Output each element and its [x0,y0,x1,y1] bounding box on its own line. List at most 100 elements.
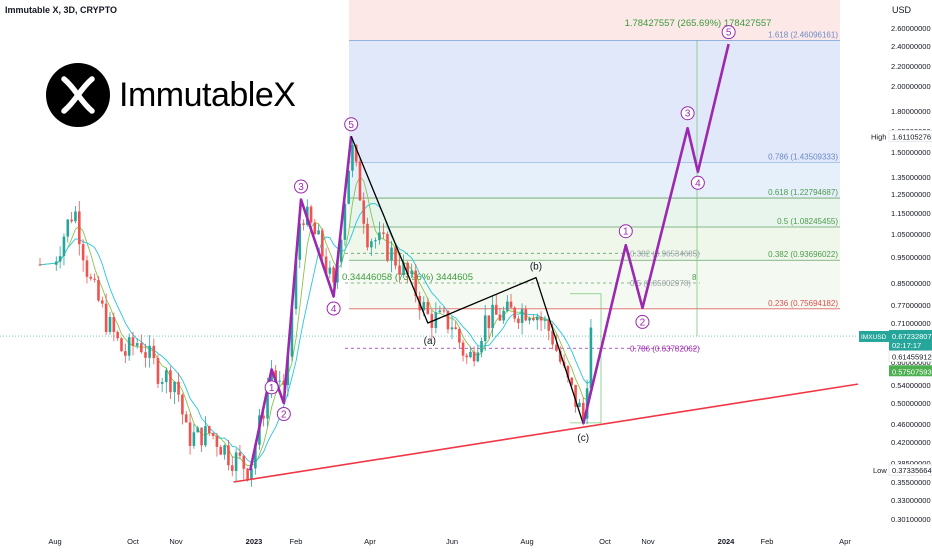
fib-ret-label: 0.786 (0.63782062) [630,344,700,353]
price-tick-label: 0.50000000 [891,399,931,408]
candle-body [581,402,585,419]
candle-body [517,318,520,323]
candle-body [38,264,42,266]
price-tick-label: 1.25000000 [891,190,931,199]
logo-wordmark: ImmutableX [119,75,296,114]
candle-body [192,432,196,446]
candle-body [204,426,207,446]
candle-body [207,426,211,434]
price-tick-label: 0.71000000 [891,319,931,328]
candles [38,140,593,487]
candle-body [378,232,381,241]
candle-body [502,310,505,321]
price-axis[interactable]: 2.60000000 2.40000000 2.20000000 2.00000000… [858,0,932,550]
symbol-tag-label: IMXUSD [861,334,887,341]
time-tick-label: Nov [641,537,655,546]
candle-body [317,230,320,235]
measure-label-bounce-tail: 8 [692,273,697,282]
candle-body [127,337,131,356]
candle-body [62,236,66,257]
candle-body [160,382,164,384]
wave-label-1: 1 [269,383,275,394]
candle-body [332,267,335,283]
time-tick-label: 2024 [718,537,736,546]
candle-body [547,319,551,331]
price-axis-background [858,0,932,550]
candle-body [188,422,192,446]
wave-label-a: (a) [424,336,436,347]
candle-body [370,241,373,248]
candle-body [509,301,513,308]
time-tick-label: Oct [127,537,140,546]
price-tick-label: 1.05000000 [891,230,931,239]
candle-body [135,343,139,346]
price-tick-label: 0.54000000 [891,381,931,390]
candle-body [406,262,409,275]
proj-wave-label-4-circle [690,175,705,190]
ma2-value: 0.57507593 [892,367,932,376]
price-tick-label: 0.33000000 [891,496,931,505]
candle-body [366,223,369,248]
wave-label-4: 4 [331,304,337,315]
candle-body [454,327,457,330]
candle-body [483,315,487,342]
candle-body [461,342,465,356]
price-tick-label: 0.60000000 [891,358,931,367]
time-tick-label: Nov [169,537,183,546]
elliott-waves [233,43,866,483]
fib-ext-label: 0.236 (0.75694182) [768,299,838,308]
candle-body [77,211,81,245]
candle-body [211,433,215,436]
price-tick-label: 0.95000000 [891,253,931,262]
candle-body [438,310,442,313]
candle-body [144,352,147,358]
candle-body [551,330,554,345]
candle-body [394,247,397,266]
candle-body [250,468,253,480]
time-tick-label: Aug [48,537,61,546]
candle-body [472,351,476,362]
candle-body [286,356,290,386]
candle-body [196,427,200,433]
x-logo-glyph [61,76,95,114]
candle-body [313,222,317,235]
measure-label-projection: 1.78427557 (265.69%) 178427557 [625,18,772,29]
candle-body [491,304,494,329]
proj-wave-label-3: 3 [685,109,691,120]
wave-label-5-circle [344,117,359,132]
candle-body [402,262,405,275]
price-tick-label: 0.85000000 [891,279,931,288]
candle-body [309,206,313,223]
candle-body [298,223,302,260]
fib-levels: 1.618 (2.46096161) 0.786 (1.43509333) 0.61… [0,18,858,424]
last-price-box [889,329,932,351]
candle-body [422,302,426,311]
candle-body [450,327,454,330]
wave-label-1-circle [264,380,279,395]
proj-wave-label-1-circle [618,224,633,239]
fib-zone-band [349,226,840,261]
candle-body [578,402,581,407]
candle-body [386,233,389,261]
ma1-box [888,350,932,362]
fib-ret-label: 0.382 (0.96534685) [630,249,700,258]
candle-body [570,377,574,385]
last-price-value: 0.67232807 [892,332,932,341]
immutablex-logo: ImmutableX [46,63,296,127]
candle-body [227,445,230,466]
wave-label-3-circle [294,179,309,194]
candle-body [108,317,112,332]
candle-body [426,302,430,314]
fib-zone-band [349,40,840,163]
candle-body [302,223,305,225]
support-trendline [233,382,866,483]
candle-body [254,444,257,469]
candle-body [494,304,498,315]
time-axis[interactable]: Aug Oct Nov 2023 Feb Apr Jun Aug Oct Nov 2024 Feb Ap… [48,537,851,546]
price-tick-label: 0.46000000 [891,420,931,429]
candle-body [535,316,539,321]
candle-body [513,307,517,319]
candle-body [97,279,100,301]
fib-ret-label: 0.5 (0.85002978) [630,279,691,288]
